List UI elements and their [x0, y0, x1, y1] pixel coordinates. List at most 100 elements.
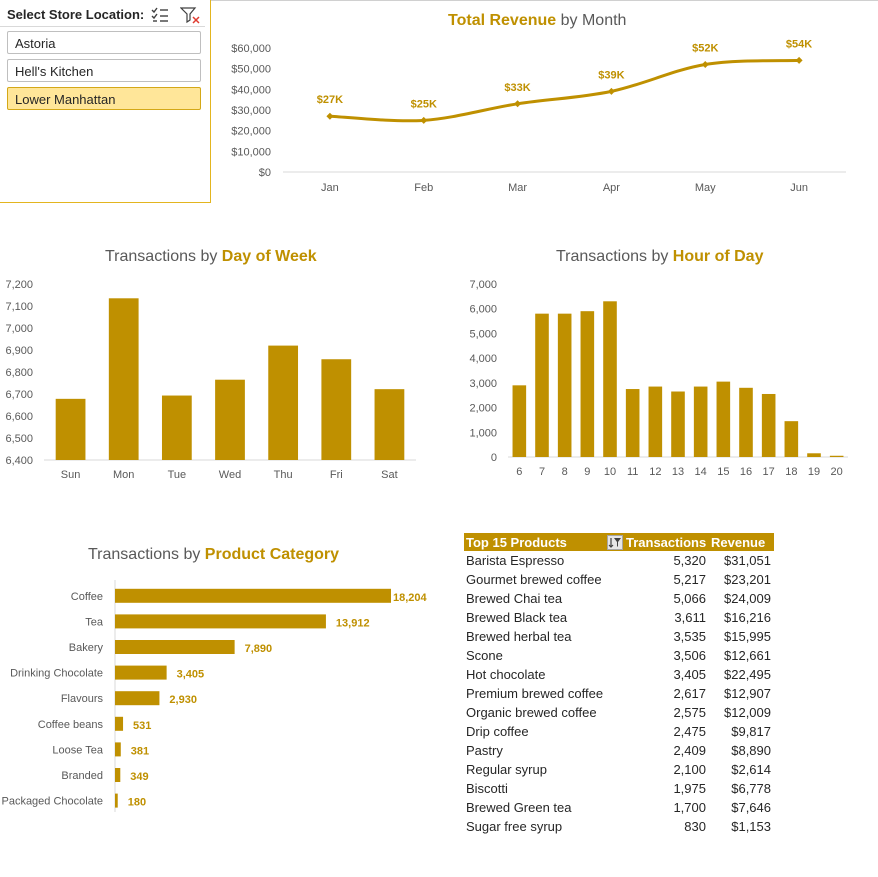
category-label: Flavours — [61, 693, 104, 705]
bar-data-label: 2,930 — [169, 694, 197, 706]
bar — [115, 640, 235, 654]
x-tick-label: 6 — [516, 466, 522, 478]
table-row[interactable]: Gourmet brewed coffee 5,217 $23,201 — [464, 570, 774, 589]
revenue-data-label: $54K — [786, 38, 812, 50]
bar-data-label: 381 — [131, 745, 149, 757]
revenue-cell: $15,995 — [724, 629, 771, 644]
category-title-rest: Transactions by — [88, 546, 205, 563]
revenue-point — [701, 61, 709, 69]
product-name-cell: Biscotti — [466, 781, 508, 796]
bar — [512, 385, 527, 457]
x-tick-label: 18 — [785, 466, 797, 478]
y-tick-label: $40,000 — [231, 84, 271, 96]
table-row[interactable]: Biscotti 1,975 $6,778 — [464, 779, 774, 798]
x-tick-label: 11 — [627, 466, 638, 478]
transactions-cell: 3,611 — [674, 610, 706, 625]
table-row[interactable]: Regular syrup 2,100 $2,614 — [464, 760, 774, 779]
bar — [55, 398, 86, 460]
revenue-point — [795, 56, 803, 64]
y-tick-label: 2,000 — [469, 403, 497, 415]
slicer-item-hells-kitchen[interactable]: Hell's Kitchen — [7, 59, 201, 82]
x-tick-label: 13 — [672, 466, 684, 478]
hour-title-rest: Transactions by — [556, 248, 673, 265]
transactions-cell: 3,535 — [673, 629, 706, 644]
revenue-title-bold: Total Revenue — [448, 12, 557, 29]
category-title-bold: Product Category — [204, 546, 340, 563]
table-row[interactable]: Hot chocolate 3,405 $22,495 — [464, 665, 774, 684]
product-name-cell: Regular syrup — [466, 762, 547, 777]
revenue-point — [607, 87, 615, 95]
bar — [648, 386, 663, 457]
product-name-cell: Barista Espresso — [466, 553, 565, 568]
revenue-cell: $2,614 — [731, 762, 771, 777]
y-tick-label: 7,200 — [5, 279, 33, 291]
bar — [161, 395, 192, 460]
slicer-item-astoria[interactable]: Astoria — [7, 31, 201, 54]
header-transactions[interactable]: Transactions — [626, 535, 707, 550]
bar — [580, 311, 595, 457]
y-tick-label: 6,500 — [5, 433, 33, 445]
top-products-table: Top 15 Products Transactions Revenue Bar… — [464, 533, 774, 836]
transactions-cell: 2,100 — [673, 762, 706, 777]
revenue-data-label: $52K — [692, 43, 718, 55]
revenue-cell: $31,051 — [724, 553, 771, 568]
table-row[interactable]: Brewed Black tea 3,611 $16,216 — [464, 608, 774, 627]
y-tick-label: 6,900 — [5, 345, 33, 357]
x-tick-label: 8 — [562, 466, 568, 478]
table-header: Top 15 Products Transactions Revenue — [464, 533, 774, 551]
x-tick-label: Wed — [219, 469, 241, 481]
x-tick-label: Sat — [381, 469, 398, 481]
table-row[interactable]: Scone 3,506 $12,661 — [464, 646, 774, 665]
table-row[interactable]: Brewed Green tea 1,700 $7,646 — [464, 798, 774, 817]
transactions-cell: 3,405 — [673, 667, 706, 682]
slicer-item-lower-manhattan[interactable]: Lower Manhattan — [7, 87, 201, 110]
slicer-item-label: Astoria — [15, 36, 56, 51]
header-revenue[interactable]: Revenue — [711, 535, 766, 550]
table-row[interactable]: Pastry 2,409 $8,890 — [464, 741, 774, 760]
y-tick-label: 6,600 — [5, 411, 33, 423]
clear-filter-icon[interactable] — [179, 6, 200, 24]
bar — [115, 614, 326, 629]
bar — [535, 313, 549, 457]
table-row[interactable]: Drip coffee 2,475 $9,817 — [464, 722, 774, 741]
y-tick-label: 7,000 — [5, 323, 33, 335]
product-name-cell: Brewed Green tea — [466, 800, 572, 815]
hour-of-day-bar-chart: 0 1,000 2,000 3,000 4,000 5,000 6,000 7,000 6 7 8 9… — [469, 279, 848, 478]
transactions-cell: 5,320 — [673, 553, 706, 568]
y-tick-label: 5,000 — [469, 328, 497, 340]
revenue-point — [514, 100, 522, 108]
sort-filter-icon[interactable] — [607, 535, 623, 550]
header-products[interactable]: Top 15 Products — [466, 535, 567, 550]
x-tick-label: 20 — [831, 466, 843, 478]
bar-data-label: 7,890 — [245, 643, 273, 655]
category-label: Bakery — [69, 642, 104, 654]
y-tick-label: 6,800 — [5, 367, 33, 379]
product-name-cell: Gourmet brewed coffee — [466, 572, 602, 587]
y-tick-label: $30,000 — [231, 105, 271, 117]
transactions-cell: 3,506 — [673, 648, 706, 663]
product-name-cell: Premium brewed coffee — [466, 686, 604, 701]
slicer-item-label: Lower Manhattan — [15, 92, 116, 107]
bar — [374, 389, 405, 460]
bar — [115, 716, 124, 731]
x-tick-label: 9 — [584, 466, 590, 478]
x-tick-label: Jun — [790, 182, 808, 194]
table-row[interactable]: Organic brewed coffee 2,575 $12,009 — [464, 703, 774, 722]
table-row[interactable]: Brewed herbal tea 3,535 $15,995 — [464, 627, 774, 646]
table-row[interactable]: Sugar free syrup 830 $1,153 — [464, 817, 774, 836]
revenue-cell: $16,216 — [724, 610, 771, 625]
transactions-cell: 2,409 — [673, 743, 706, 758]
revenue-cell: $24,009 — [724, 591, 771, 606]
table-row[interactable]: Premium brewed coffee 2,617 $12,907 — [464, 684, 774, 703]
bar — [716, 381, 731, 457]
dow-chart-title: Transactions by Day of Week — [105, 248, 317, 266]
y-tick-label: 3,000 — [469, 378, 497, 390]
hour-chart-title: Transactions by Hour of Day — [556, 248, 763, 266]
table-row[interactable]: Brewed Chai tea 5,066 $24,009 — [464, 589, 774, 608]
multi-select-icon[interactable] — [150, 6, 170, 24]
bar — [671, 391, 685, 457]
bar-data-label: 531 — [133, 720, 151, 732]
slicer-title: Select Store Location: — [7, 7, 145, 22]
table-row[interactable]: Barista Espresso 5,320 $31,051 — [464, 551, 774, 570]
revenue-cell: $23,201 — [724, 572, 771, 587]
